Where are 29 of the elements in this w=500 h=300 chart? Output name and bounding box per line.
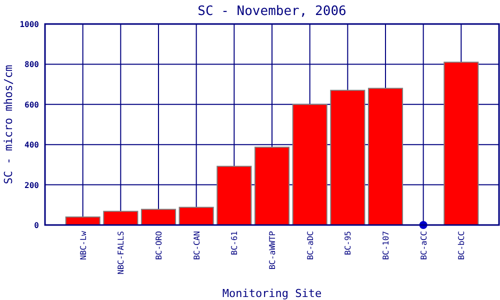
x-tick-label: BC-CAN — [192, 230, 202, 260]
x-tick-label: BC-107 — [382, 230, 390, 260]
x-tick-label: BC-ORO — [154, 230, 164, 260]
bar — [330, 90, 366, 226]
x-tick-label: BC-aDC — [306, 230, 315, 260]
bar — [368, 88, 404, 226]
x-tick-label: NBC-FALLS — [116, 230, 126, 274]
x-tick-label: NBC-Lw — [78, 230, 88, 260]
y-tick-label: 800 — [24, 60, 40, 70]
bar — [178, 206, 214, 226]
x-tick-label: BC-aWWTP — [268, 230, 277, 270]
chart-title: SC - November, 2006 — [198, 4, 346, 19]
x-axis-title: Monitoring Site — [222, 287, 322, 300]
y-tick-label: 200 — [24, 180, 40, 190]
x-tick-label: BC-bCC — [457, 230, 466, 260]
bar — [216, 166, 252, 226]
bar — [103, 210, 138, 226]
y-tick-label: 600 — [24, 100, 40, 110]
bar — [444, 62, 479, 226]
bar — [292, 104, 328, 226]
x-tick-label: BC-61 — [230, 230, 240, 256]
x-tick-label: BC-95 — [344, 230, 353, 256]
y-tick-label: 1000 — [20, 20, 40, 29]
y-axis-title: SC - micro mhos/cm — [2, 64, 15, 184]
y-tick-label: 400 — [24, 140, 40, 150]
x-tick-label: BC-aCC — [419, 230, 428, 260]
bar — [140, 208, 176, 226]
y-tick-label: 0 — [34, 221, 40, 230]
bar — [254, 146, 290, 226]
